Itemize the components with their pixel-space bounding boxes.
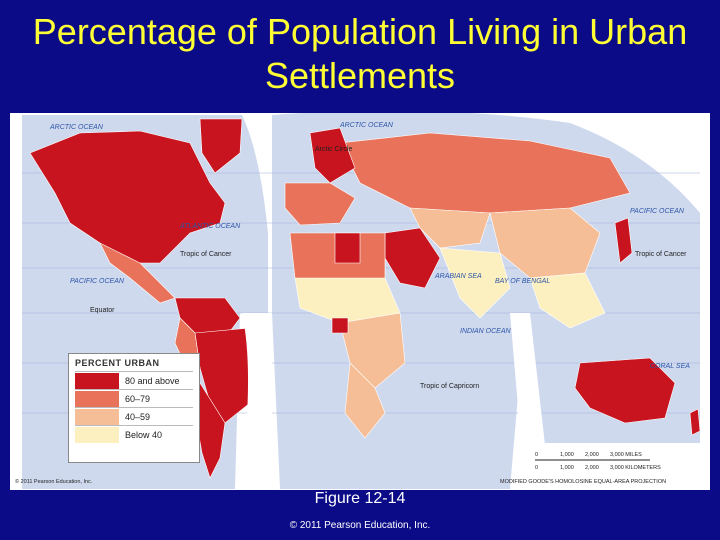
legend-label: Below 40 [125,430,162,440]
region-gabon [332,318,348,333]
legend-label: 40–59 [125,412,150,422]
legend-label: 60–79 [125,394,150,404]
legend-swatch [75,373,119,389]
scale-km-1: 1,000 [560,465,574,471]
legend-item: 80 and above [75,371,193,389]
map-copyright: © 2011 Pearson Education, Inc. [15,478,93,485]
legend-item: Below 40 [75,425,193,443]
world-map: ARCTIC OCEAN ARCTIC OCEAN ATLANTIC OCEAN… [10,113,710,490]
label-pacific-ocean-left: PACIFIC OCEAN [70,278,125,285]
scale-km-0: 0 [535,465,538,471]
legend-title: PERCENT URBAN [75,358,193,368]
scale-miles-2: 2,000 [585,452,599,458]
legend-item: 60–79 [75,389,193,407]
label-tropic-cancer-left: Tropic of Cancer [180,251,232,258]
legend-item: 40–59 [75,407,193,425]
scale-km-2: 2,000 [585,465,599,471]
label-arctic-ocean-left: ARCTIC OCEAN [49,124,104,131]
scale-miles-1: 1,000 [560,452,574,458]
legend-label: 80 and above [125,376,180,386]
copyright-notice: © 2011 Pearson Education, Inc. [0,520,720,531]
legend-swatch [75,391,119,407]
scale-km-3: 3,000 KILOMETERS [610,465,661,471]
label-atlantic-ocean: ATLANTIC OCEAN [179,223,241,230]
label-arctic-ocean-right: ARCTIC OCEAN [339,122,394,129]
legend-swatch [75,427,119,443]
label-coral-sea: CORAL SEA [650,363,690,370]
projection-label: MODIFIED GOODE'S HOMOLOSINE EQUAL-AREA P… [500,479,666,485]
label-tropic-capricorn: Tropic of Capricorn [420,383,479,390]
slide-title: Percentage of Population Living in Urban… [20,10,700,98]
scale-miles-0: 0 [535,452,538,458]
label-indian-ocean: INDIAN OCEAN [460,328,512,335]
legend-swatch [75,409,119,425]
label-bay-of-bengal: BAY OF BENGAL [495,278,550,285]
label-equator: Equator [90,307,115,314]
label-pacific-ocean-right: PACIFIC OCEAN [630,208,685,215]
label-arctic-circle: Arctic Circle [315,146,352,153]
label-tropic-cancer-right: Tropic of Cancer [635,251,687,258]
label-arabian-sea: ARABIAN SEA [434,273,482,280]
region-libya [335,233,360,263]
figure-caption: Figure 12-14 [0,490,720,508]
region-new-zealand [690,409,700,435]
scale-miles-3: 3,000 MILES [610,452,642,458]
legend: PERCENT URBAN 80 and above 60–79 40–59 B… [68,353,200,463]
